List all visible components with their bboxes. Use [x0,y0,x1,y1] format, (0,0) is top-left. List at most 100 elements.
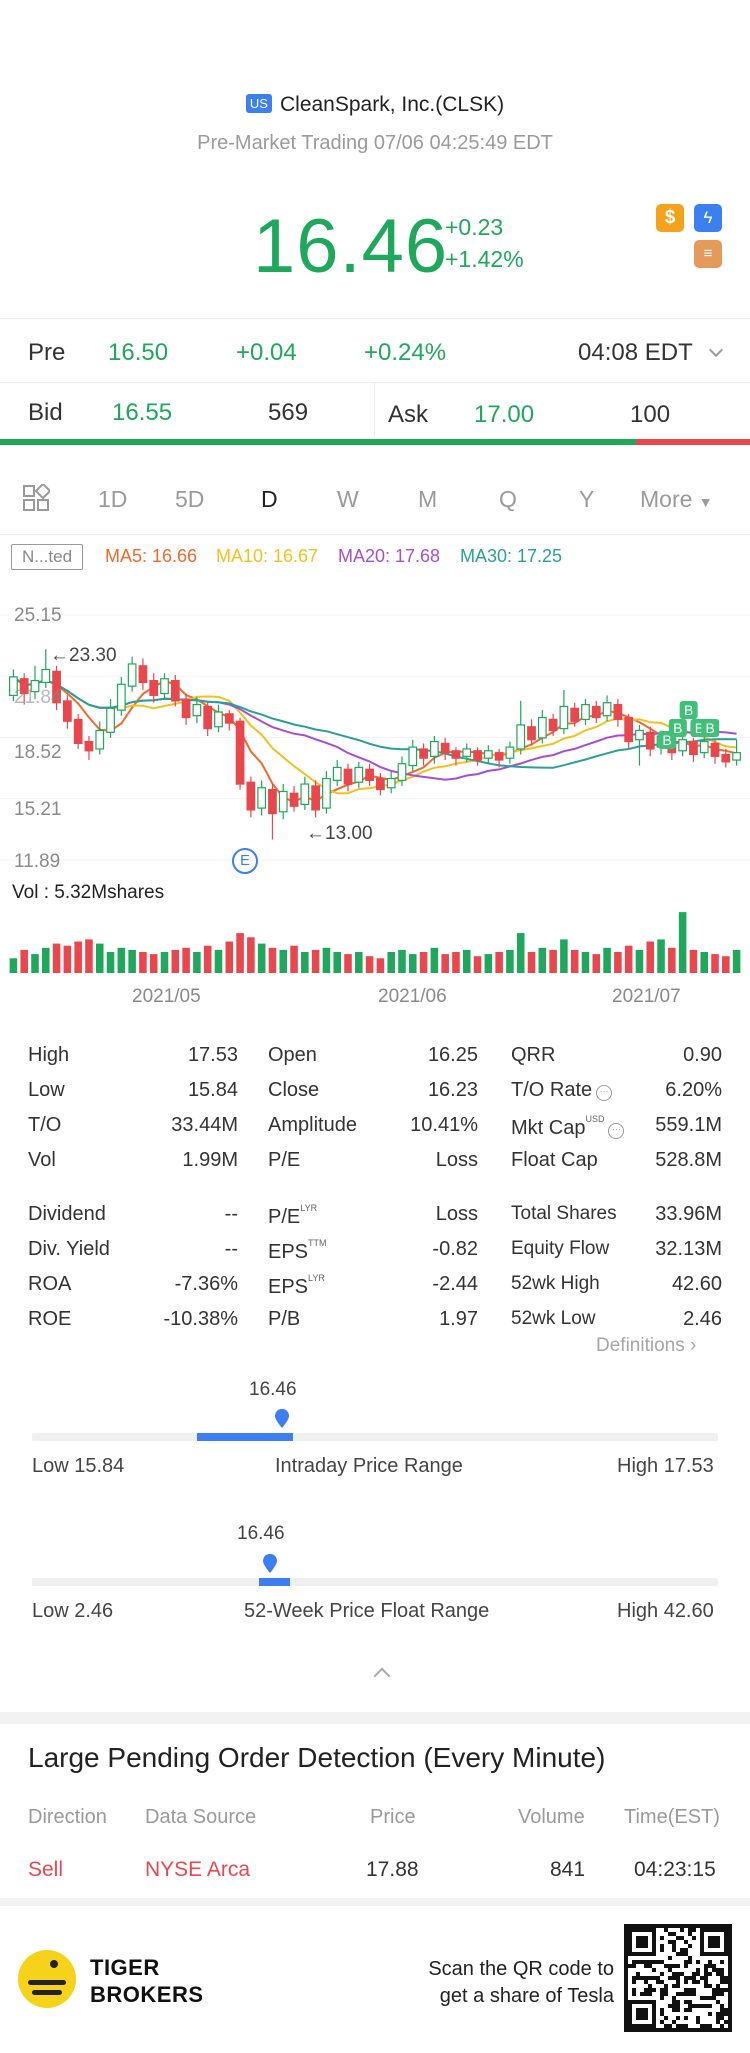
tab-w[interactable]: W [337,486,359,512]
tab-y[interactable]: Y [579,486,595,512]
info-more-icon[interactable]: ··· [596,1085,613,1101]
volume-bar [603,947,611,973]
high-marker-value: 23.30 [69,645,117,666]
dollar-icon[interactable]: $ [656,204,684,232]
candle [116,683,126,711]
stat-value: -- [224,1238,238,1260]
stat-label: Vol [28,1149,56,1171]
stat-label-superscript: LYR [308,1273,325,1283]
tab-m[interactable]: M [418,486,438,512]
stock-name: CleanSpark, Inc.(CLSK) [279,93,505,116]
qr-module [640,1960,644,1964]
qr-module [688,1976,692,1980]
qr-module [724,1988,728,1992]
volume-bar [700,952,708,973]
stat-label: Div. Yield [28,1238,110,1260]
stat-label: ROE [28,1308,72,1330]
qr-module [632,1992,636,1996]
tab-q[interactable]: Q [499,486,517,512]
pre-price: 16.50 [108,339,169,366]
qr-module [676,1936,680,1940]
qr-module [672,1996,676,2000]
volume-bar [473,956,482,973]
ma20-label: MA20: 17.68 [338,546,441,566]
qr-module [672,2004,676,2008]
qr-module [688,1932,692,1936]
candle [451,750,461,759]
qr-module [704,1964,708,1968]
qr-module [652,1960,656,1964]
qr-module [644,1988,648,1992]
pre-time-select[interactable]: 04:08 EDT [578,339,724,367]
candle [408,746,418,767]
candle [203,705,213,730]
info-more-icon[interactable]: ··· [608,1123,625,1139]
ask-size: 100 [630,401,671,428]
stat-value: 2.46 [683,1308,722,1330]
tab-1d[interactable]: 1D [98,486,128,512]
bid-price: 16.55 [112,399,173,426]
bid-label: Bid [28,399,63,426]
stat-value: 42.60 [671,1273,722,1295]
qr-module [648,1960,652,1964]
candle [52,670,61,704]
volume-bar [678,912,687,973]
volume-bar [646,941,655,973]
candle [473,750,482,761]
stat-value: -2.44 [432,1273,478,1295]
layout-grid-icon[interactable] [22,482,52,512]
earnings-marker[interactable]: E [232,848,258,874]
ask-depth-bar [636,439,750,445]
candle [624,716,634,743]
volume-bar [257,943,266,973]
flash-icon[interactable]: ϟ [694,204,722,232]
candle [41,668,51,684]
high-marker: ←23.30 [50,645,117,666]
qr-module [644,1976,648,1980]
qr-module [660,1944,664,1948]
volume-bar [624,945,633,973]
stat-label: Total Shares [511,1203,617,1224]
layers-icon[interactable]: ≡ [694,240,722,268]
tiger-logo-icon [18,1950,76,2008]
qr-module [696,1980,700,1984]
divider [374,382,375,437]
qr-finder-module [636,2008,648,2020]
qr-module [664,1992,668,1996]
tab-5d[interactable]: 5D [175,486,205,512]
tab-more[interactable]: More ▼ [640,486,713,513]
qr-module [712,1968,716,1972]
collapse-chevron-up-icon[interactable] [373,1667,391,1685]
qr-module [648,1964,652,1968]
qr-module [672,1984,676,1988]
volume-bar [106,952,115,973]
definitions-link[interactable]: Definitions › [596,1335,696,1357]
candle [84,740,94,752]
ask-label: Ask [388,401,429,428]
buy-marker: B [679,701,698,719]
qr-module [684,2016,688,2020]
qr-module [640,1976,644,1980]
adjustment-mode-button[interactable]: N...ted [11,544,83,570]
qr-module [704,1972,708,1976]
qr-module [716,2016,720,2020]
qr-module [648,1988,652,1992]
volume-bar [193,952,201,973]
candle [429,740,439,757]
volume-bar [495,952,503,973]
qr-module [716,1972,720,1976]
qr-module [692,1976,696,1980]
qr-module [692,1992,696,1996]
qr-module [688,1944,692,1948]
stat-value: Loss [435,1203,478,1225]
volume-bar [279,949,288,973]
scan-text-line1: Scan the QR code to [428,1958,614,1980]
tab-d[interactable]: D [261,486,278,512]
stat-label-superscript: USD [585,1114,605,1124]
volume-bar [171,949,180,973]
qr-module [680,1936,684,1940]
qr-module [656,1960,660,1964]
qr-module [680,1972,684,1976]
qr-module [684,1960,688,1964]
